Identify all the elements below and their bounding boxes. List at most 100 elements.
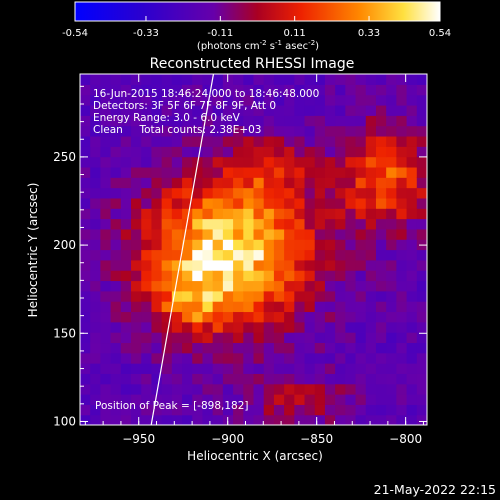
heatmap-cell	[80, 321, 91, 333]
heatmap-cell	[324, 311, 336, 323]
heatmap-cell	[345, 187, 357, 199]
heatmap-cell	[222, 239, 234, 251]
heatmap-cell	[406, 394, 418, 405]
heatmap-cell	[253, 104, 265, 116]
heatmap-cell	[324, 228, 336, 240]
heatmap-cell	[80, 218, 91, 230]
heatmap-cell	[233, 259, 244, 271]
heatmap-cell	[263, 239, 275, 251]
heatmap-cell	[335, 94, 346, 106]
heatmap-cell	[406, 321, 418, 333]
heatmap-cell	[294, 228, 306, 240]
heatmap-cell	[120, 166, 132, 178]
heatmap-cell	[110, 166, 122, 178]
heatmap-cell	[304, 352, 316, 364]
heatmap-cell	[110, 311, 122, 323]
heatmap-cell	[222, 352, 234, 364]
heatmap-cell	[202, 239, 214, 251]
heatmap-cell	[345, 259, 357, 271]
heatmap-cell	[141, 187, 153, 199]
heatmap-cell	[233, 84, 244, 96]
heatmap-cell	[182, 239, 193, 251]
heatmap-cell	[263, 342, 275, 354]
heatmap-cell	[304, 166, 316, 178]
heatmap-cell	[182, 342, 193, 354]
heatmap-cell	[243, 208, 255, 220]
heatmap-cell	[386, 218, 397, 230]
heatmap-cell	[141, 290, 153, 302]
heatmap-cell	[80, 125, 91, 137]
heatmap-cell	[294, 125, 306, 137]
heatmap-cell	[212, 290, 224, 302]
heatmap-cell	[110, 197, 122, 209]
heatmap-cell	[100, 259, 112, 271]
heatmap-cell	[284, 125, 295, 137]
heatmap-cell	[212, 249, 224, 261]
heatmap-cell	[192, 311, 204, 323]
heatmap-cell	[335, 311, 346, 323]
heatmap-cell	[131, 228, 142, 240]
heatmap-cell	[345, 311, 357, 323]
heatmap-cell	[212, 125, 224, 137]
heatmap-cell	[243, 321, 255, 333]
heatmap-cell	[304, 228, 316, 240]
heatmap-cell	[161, 280, 173, 292]
heatmap-cell	[182, 290, 193, 302]
heatmap-cell	[253, 394, 265, 405]
heatmap-cell	[304, 239, 316, 251]
heatmap-cell	[212, 187, 224, 199]
heatmap-cell	[202, 208, 214, 220]
heatmap-cell	[365, 166, 377, 178]
heatmap-cell	[233, 197, 244, 209]
heatmap-cell	[192, 270, 204, 282]
heatmap-cell	[335, 259, 346, 271]
heatmap-cell	[202, 135, 214, 147]
heatmap-cell	[335, 135, 346, 147]
heatmap-cell	[335, 104, 346, 116]
heatmap-cell	[284, 301, 295, 313]
heatmap-cell	[386, 404, 397, 416]
heatmap-cell	[100, 104, 112, 116]
colorbar-tick-label: 0.11	[284, 28, 306, 39]
heatmap-cell	[324, 115, 336, 127]
heatmap-cell	[284, 104, 295, 116]
heatmap-cell	[151, 187, 163, 199]
heatmap-cell	[222, 332, 234, 344]
heatmap-cell	[406, 94, 418, 106]
heatmap-cell	[80, 342, 91, 354]
heatmap-cell	[222, 125, 234, 137]
heatmap-cell	[406, 290, 418, 302]
heatmap-cell	[161, 394, 173, 405]
heatmap-cell	[345, 270, 357, 282]
heatmap-cell	[253, 404, 265, 416]
heatmap-cell	[202, 104, 214, 116]
heatmap-cell	[324, 280, 336, 292]
heatmap-cell	[345, 84, 357, 96]
heatmap-cell	[80, 352, 91, 364]
colorbar-tick-label: 0.54	[429, 28, 451, 39]
heatmap-cell	[90, 404, 102, 416]
heatmap-cell	[141, 383, 153, 395]
heatmap-cell	[386, 383, 397, 395]
heatmap-cell	[131, 383, 142, 395]
heatmap-cell	[324, 352, 336, 364]
heatmap-cell	[243, 363, 255, 374]
heatmap-cell	[80, 115, 91, 127]
heatmap-cell	[396, 208, 408, 220]
heatmap-cell	[263, 301, 275, 313]
heatmap-cell	[314, 208, 326, 220]
heatmap-cell	[171, 197, 183, 209]
heatmap-cell	[304, 342, 316, 354]
heatmap-cell	[324, 197, 336, 209]
heatmap-cell	[151, 404, 163, 416]
heatmap-cell	[263, 94, 275, 106]
colorbar-tick-label: -0.11	[207, 28, 233, 39]
heatmap-cell	[406, 156, 418, 168]
heatmap-cell	[212, 74, 224, 85]
heatmap-cell	[355, 187, 367, 199]
heatmap-cell	[314, 363, 326, 374]
heatmap-cell	[335, 187, 346, 199]
heatmap-cell	[100, 94, 112, 106]
heatmap-cell	[375, 187, 387, 199]
heatmap-cell	[171, 94, 183, 106]
